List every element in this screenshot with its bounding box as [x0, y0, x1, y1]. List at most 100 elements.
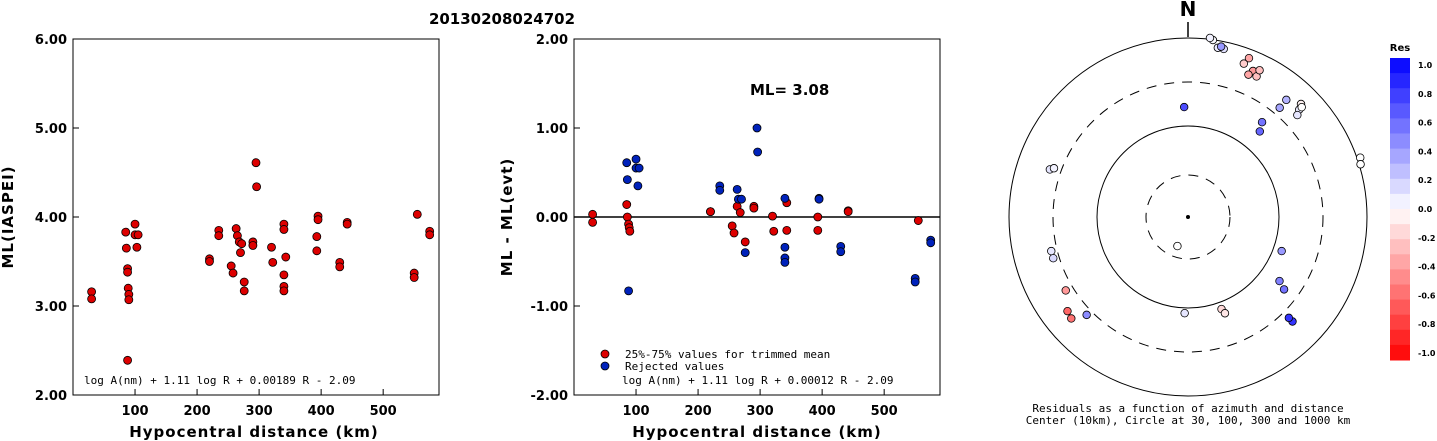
residual-colorbar: Res 1.0 0.8 0.6 0.4 0.2 0.0 -0.2 -0.4 -0.6 -0.8 -1…	[1390, 43, 1436, 361]
colorbar-cell	[1390, 284, 1410, 301]
azimuth-residual-point	[1277, 246, 1286, 256]
panel2-rejected-point	[633, 181, 643, 191]
panel1-point	[121, 243, 131, 253]
panel1-point	[130, 219, 140, 229]
panel2-rejected-point	[752, 123, 762, 133]
azimuth-residual-point	[1205, 33, 1215, 43]
azimuth-residual-point	[1047, 246, 1056, 256]
azimuth-residual-point	[1216, 42, 1226, 51]
ring-100km	[1096, 125, 1280, 309]
panel2-trimmed-point	[735, 208, 745, 217]
panel1-point	[279, 270, 289, 280]
colorbar-cell	[1390, 88, 1410, 104]
panel2-rejected-point	[780, 257, 790, 267]
colorbar-tick-label: 0.8	[1418, 90, 1433, 99]
azimuth-residual-point	[1067, 314, 1076, 323]
colorbar-cell	[1390, 299, 1410, 316]
panel1-point	[342, 219, 352, 229]
panel2-trimmed-point	[769, 226, 779, 236]
colorbar-tick-label: -0.6	[1418, 291, 1436, 300]
panel1-point	[231, 224, 241, 233]
panel1-point	[239, 286, 249, 296]
panel1-ytick-label: 4.00	[35, 211, 67, 226]
panel1-point	[409, 273, 419, 282]
panel2-trimmed-point	[729, 228, 739, 238]
panel3-caption-1: Residuals as a function of azimuth and d…	[1032, 402, 1343, 415]
panel2-formula: log A(nm) + 1.11 log R + 0.00012 R - 2.0…	[622, 374, 894, 387]
panel1-xlabel: Hypocentral distance (km)	[129, 423, 379, 441]
panel1-point	[239, 277, 249, 287]
azimuth-residual-point	[1173, 241, 1182, 251]
colorbar-cell	[1390, 103, 1410, 119]
azimuth-residual-point	[1049, 253, 1058, 263]
panel1-point	[312, 246, 322, 256]
colorbar-cell	[1390, 269, 1410, 285]
panel2-rejected-point	[622, 175, 632, 185]
panel2-ticks: 100 200 300 400 500 -2.00 -1.00 0.00 1.00 2.00	[531, 33, 898, 419]
panel2-trimmed-point	[727, 221, 737, 231]
colorbar-tick-label: 0.6	[1418, 119, 1433, 128]
panel3-points	[1045, 33, 1365, 326]
panel1-point	[123, 355, 132, 365]
legend-trimmed-marker	[600, 349, 610, 359]
panel2-rejected-point	[737, 194, 746, 204]
panel3-azimuth-map: N Residuals as a function of azimuth and…	[1008, 0, 1368, 427]
colorbar-cell	[1390, 224, 1410, 240]
colorbar-cells	[1390, 58, 1410, 361]
panel1-ylabel: ML(IASPEI)	[0, 165, 17, 268]
panel2-ytick-label: -2.00	[531, 389, 568, 404]
colorbar-cell	[1390, 178, 1410, 195]
panel2-rejected-point	[624, 286, 633, 296]
panel2-xtick-label: 100	[622, 404, 649, 419]
azimuth-residual-point	[1275, 276, 1284, 286]
panel1-point	[313, 215, 323, 225]
panel1-point	[267, 242, 276, 252]
panel1-point	[236, 248, 245, 258]
panel2-trimmed-point	[782, 225, 792, 235]
panel1-point	[133, 230, 143, 240]
azimuth-residual-point	[1255, 127, 1264, 136]
panel1-point	[268, 257, 278, 267]
panel1-point	[228, 268, 238, 278]
colorbar-cell	[1390, 148, 1410, 165]
azimuth-residual-point	[1275, 103, 1284, 112]
azimuth-residual-point	[1180, 308, 1189, 318]
panel2-rejected-point	[814, 194, 824, 204]
azimuth-residual-point	[1255, 66, 1264, 75]
azimuth-residual-point	[1297, 102, 1306, 112]
panel1-point	[132, 242, 142, 252]
colorbar-cell	[1390, 133, 1410, 150]
panel1-point	[87, 294, 97, 304]
panel2-trimmed-point	[740, 237, 750, 247]
azimuth-residual-point	[1061, 286, 1070, 295]
panel2-ylabel: ML - ML(evt)	[498, 158, 516, 276]
panel2-trimmed-point	[622, 200, 632, 209]
colorbar-cell	[1390, 58, 1410, 74]
panel1-point	[121, 227, 131, 237]
azimuth-residual-point	[1239, 59, 1249, 68]
event-title: 20130208024702	[429, 10, 575, 28]
panel2-rejected-point	[715, 185, 725, 195]
panel1-point	[205, 257, 214, 266]
panel2-trimmed-point	[622, 212, 632, 222]
panel1-point	[335, 262, 345, 272]
azimuth-residual-point	[1356, 160, 1365, 169]
ring-30km	[1145, 174, 1231, 260]
panel2-trimmed-point	[625, 226, 635, 236]
azimuth-residual-point	[1282, 95, 1291, 105]
panel1-frame	[72, 38, 440, 396]
colorbar-tick-label: 0.0	[1418, 205, 1433, 214]
legend-rejected-marker	[600, 361, 610, 371]
panel2-rejected-point	[740, 248, 750, 258]
colorbar-tick-label: 0.2	[1418, 176, 1432, 185]
azimuth-residual-point	[1279, 285, 1289, 294]
panel1-point	[123, 267, 132, 277]
colorbar-tick-label: -1.0	[1418, 349, 1436, 358]
azimuth-residual-point	[1293, 110, 1302, 120]
panel1-point	[252, 182, 262, 192]
panel2-ytick-label: 2.00	[536, 33, 568, 48]
legend-rejected-label: Rejected values	[625, 360, 724, 373]
ring-outer	[1008, 37, 1368, 397]
panel2-rejected-point	[926, 238, 936, 248]
panel2-rejected-point	[910, 277, 920, 287]
